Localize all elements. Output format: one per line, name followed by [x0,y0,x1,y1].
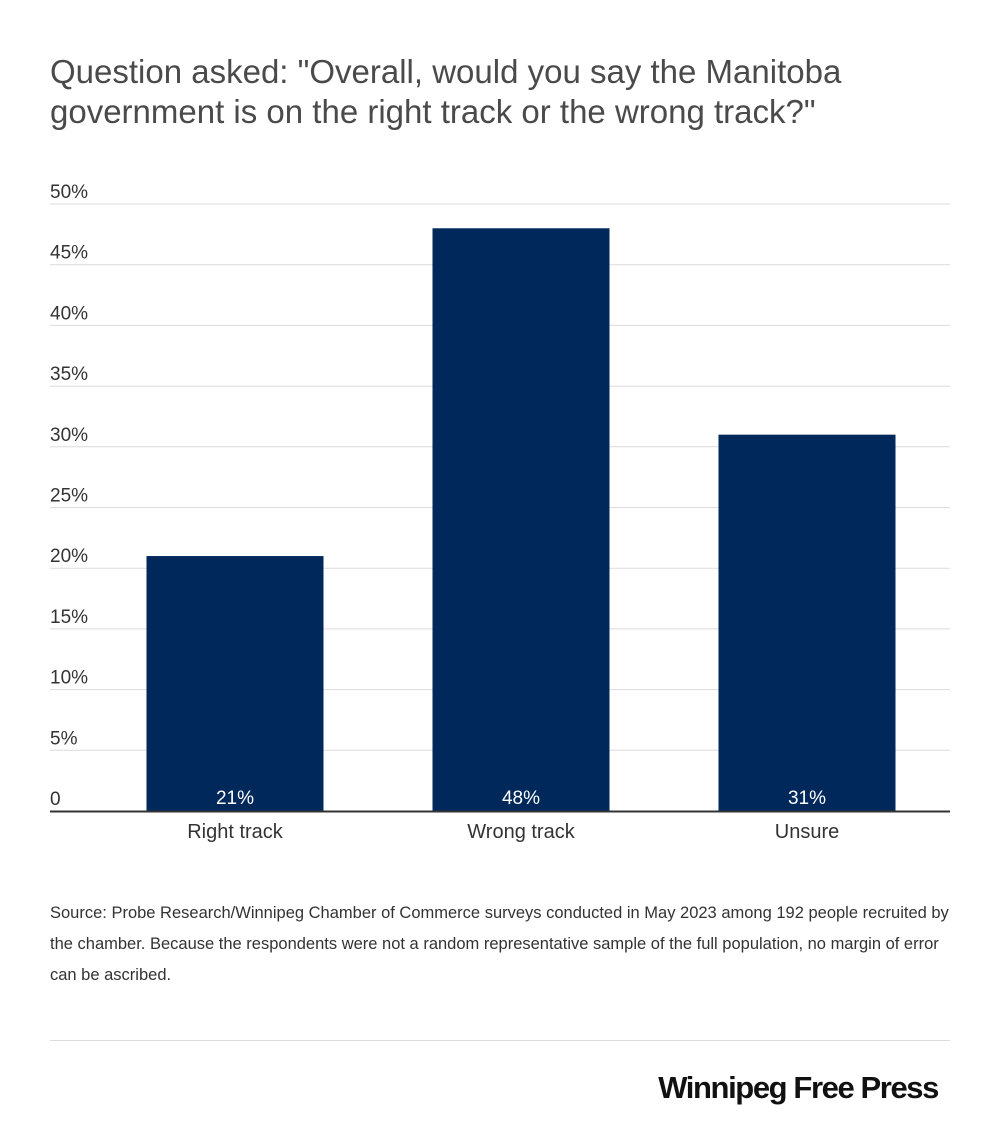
x-tick-label: Unsure [775,821,839,843]
y-tick-label: 50% [50,182,88,203]
y-tick-label: 30% [50,425,88,446]
publisher-logo: Winnipeg Free Press [658,1070,939,1105]
y-tick-label: 20% [50,546,88,567]
bars [146,228,896,811]
y-tick-label: 10% [50,668,88,689]
chart-title: Question asked: "Overall, would you say … [50,53,842,130]
bar-value-label: 48% [502,788,540,809]
source-note: Source: Probe Research/Winnipeg Chamber … [50,904,949,984]
y-tick-label: 25% [50,486,88,507]
y-axis-tick-labels: 0 5% 10% 15% 20% 25% 30% 35% 40% 45% 50% [50,182,88,810]
data-labels: 21% 48% 31% [216,788,826,809]
bar [146,556,324,811]
y-tick-label: 45% [50,243,88,264]
bar-chart: 0 5% 10% 15% 20% 25% 30% 35% 40% 45% 50% 21% 48% 31%… [50,182,950,843]
bar-value-label: 21% [216,788,254,809]
y-tick-label: 5% [50,728,78,749]
y-tick-label: 15% [50,607,88,628]
bar [432,228,610,811]
footer-divider [50,1040,950,1041]
x-tick-label: Wrong track [467,821,575,843]
bar [718,434,896,811]
y-tick-label: 0 [50,789,61,810]
x-tick-label: Right track [187,821,284,843]
y-tick-label: 40% [50,303,88,324]
bar-value-label: 31% [788,788,826,809]
x-axis-tick-labels: Right track Wrong track Unsure [187,821,839,843]
y-tick-label: 35% [50,364,88,385]
